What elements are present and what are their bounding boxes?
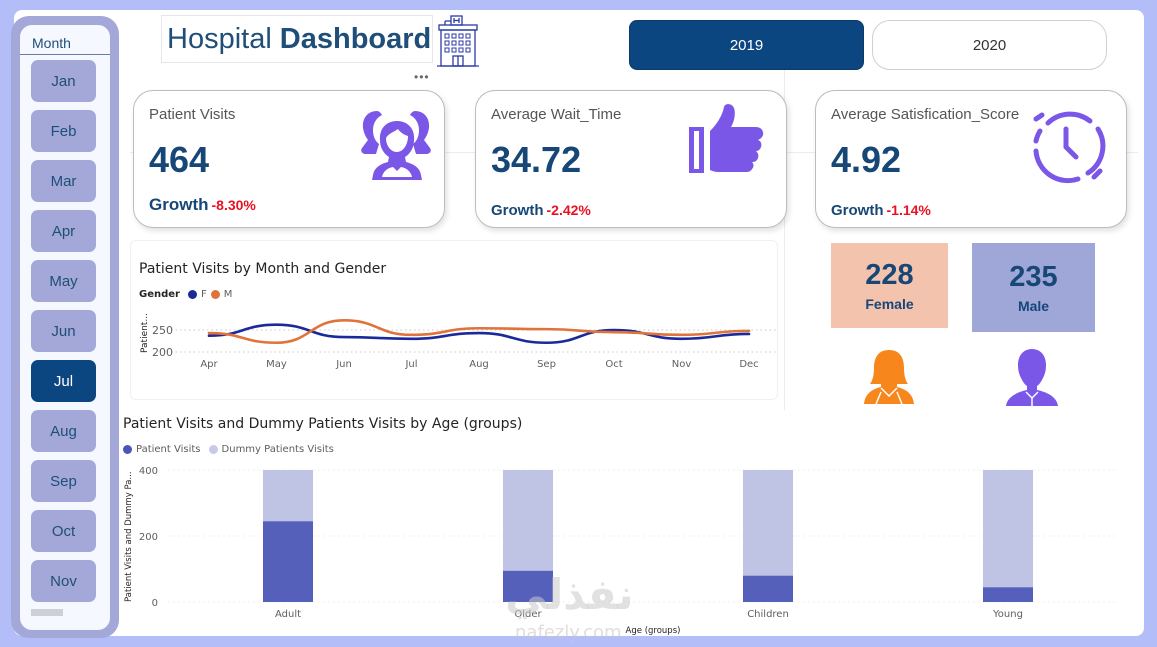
male-label: Male: [1017, 298, 1050, 314]
growth-value: -2.42%: [546, 202, 591, 218]
legend-dot-dummy-visits: [208, 445, 218, 454]
title-light: Hospital: [167, 22, 272, 55]
legend-label-dummy-visits[interactable]: Dummy Patients Visits: [221, 444, 334, 455]
month-slicer-list: Jan Feb Mar Apr May Jun Jul Aug Sep Oct Nov: [20, 55, 110, 602]
kpi-growth: Growth -8.30%: [149, 195, 256, 215]
year-2020-button[interactable]: 2020: [872, 20, 1107, 70]
x-tick-label: Older: [514, 609, 542, 620]
y-axis-title: Patient...: [140, 313, 150, 353]
growth-label: Growth: [149, 195, 209, 214]
bar-adult-dummy-visits: [263, 470, 313, 522]
chart-title: Patient Visits by Month and Gender: [139, 261, 387, 277]
legend-label-patient-visits[interactable]: Patient Visits: [136, 444, 201, 455]
month-option-feb[interactable]: Feb: [31, 110, 96, 152]
x-tick-label: Aug: [469, 359, 489, 370]
people-group-icon: [361, 111, 431, 180]
legend-label-m[interactable]: M: [223, 289, 233, 300]
clock-icon: [1033, 111, 1106, 184]
more-options-button[interactable]: •••: [414, 70, 430, 84]
kpi-label: Patient Visits: [149, 106, 236, 123]
x-tick-label: Young: [992, 609, 1023, 620]
x-tick-label: Jun: [335, 359, 352, 370]
bar-chart-plot: Patient Visits and Dummy Pa... 0 200 400 Adu…: [124, 466, 1118, 636]
y-tick-label: 200: [152, 346, 173, 359]
bar-children-patient-visits: [743, 575, 793, 602]
y-axis-title: Patient Visits and Dummy Pa...: [124, 471, 134, 602]
x-tick-label: Children: [747, 609, 789, 620]
x-axis-title: Age (groups): [626, 626, 681, 636]
month-option-mar[interactable]: Mar: [31, 160, 96, 202]
growth-value: -8.30%: [211, 197, 256, 213]
thumbs-up-icon: [689, 104, 764, 173]
chart-legend: Gender F M: [139, 289, 232, 300]
kpi-value: 4.92: [831, 139, 902, 180]
kpi-growth: Growth -1.14%: [831, 202, 931, 219]
female-label: Female: [865, 296, 914, 312]
chart-title: Patient Visits and Dummy Patients Visits…: [123, 416, 523, 432]
x-tick-label: May: [266, 359, 287, 370]
male-person-icon: [1006, 349, 1058, 406]
male-count: 235: [1009, 261, 1058, 293]
x-tick-label: Adult: [275, 609, 301, 620]
kpi-label: Average Wait_Time: [491, 106, 622, 123]
legend-dot-f: [187, 290, 197, 299]
bar-older-dummy-visits: [503, 470, 553, 571]
x-tick-label: Oct: [605, 359, 622, 370]
female-count-tile: 228 Female: [831, 243, 948, 328]
month-option-nov[interactable]: Nov: [31, 560, 96, 602]
kpi-value: 464: [149, 139, 210, 180]
year-2019-button[interactable]: 2019: [629, 20, 864, 70]
bar-young-patient-visits: [983, 587, 1033, 602]
y-tick-label: 400: [139, 466, 158, 477]
month-slicer: Month Jan Feb Mar Apr May Jun Jul Aug Sep Oct Nov: [20, 25, 110, 630]
divider: [784, 70, 785, 410]
bar-young-dummy-visits: [983, 470, 1033, 588]
legend-label-f[interactable]: F: [200, 289, 207, 300]
month-slicer-header: Month: [20, 25, 110, 55]
month-option-jan[interactable]: Jan: [31, 60, 96, 102]
growth-label: Growth: [491, 202, 544, 219]
y-tick-label: 200: [139, 532, 158, 543]
y-tick-label: 250: [152, 324, 173, 337]
female-person-icon: [864, 350, 914, 404]
x-tick-label: Jul: [404, 359, 417, 370]
kpi-card-patient-visits: Patient Visits 464 Growth -8.30%: [133, 90, 445, 228]
slicer-scrollbar[interactable]: [31, 609, 63, 616]
kpi-label: Average Satisfication_Score: [831, 106, 1020, 123]
line-chart-plot: Patient... 200 250 Apr May Jun Jul Aug Sep Oct Nov…: [140, 313, 777, 370]
month-option-may[interactable]: May: [31, 260, 96, 302]
page-title: Hospital Dashboard: [161, 15, 433, 63]
kpi-growth: Growth -2.42%: [491, 202, 591, 219]
line-chart-visits-by-month-gender: Patient Visits by Month and Gender Gende…: [130, 240, 778, 400]
kpi-value: 34.72: [491, 139, 582, 180]
month-option-sep[interactable]: Sep: [31, 460, 96, 502]
month-option-jul[interactable]: Jul: [31, 360, 96, 402]
growth-value: -1.14%: [886, 202, 931, 218]
x-tick-label: Dec: [739, 359, 758, 370]
chart-legend: Patient Visits Dummy Patients Visits: [123, 444, 334, 455]
hospital-building-icon: [437, 15, 479, 67]
legend-dot-patient-visits: [123, 445, 132, 454]
y-tick-label: 0: [152, 598, 158, 609]
bar-children-dummy-visits: [743, 470, 793, 576]
x-tick-label: Apr: [200, 359, 218, 370]
month-option-aug[interactable]: Aug: [31, 410, 96, 452]
male-count-tile: 235 Male: [972, 243, 1095, 332]
bar-adult-patient-visits: [263, 521, 313, 602]
kpi-card-average-satisfaction-score: Average Satisfication_Score 4.92 Growth -…: [815, 90, 1127, 228]
x-tick-label: Nov: [672, 359, 692, 370]
month-option-apr[interactable]: Apr: [31, 210, 96, 252]
female-count: 228: [865, 259, 914, 291]
growth-label: Growth: [831, 202, 884, 219]
month-option-jun[interactable]: Jun: [31, 310, 96, 352]
bar-older-patient-visits: [503, 570, 553, 602]
series-line-m: [207, 319, 751, 345]
x-tick-label: Sep: [537, 359, 556, 370]
title-bold: Dashboard: [279, 22, 432, 55]
bar-chart-visits-by-age-group: Patient Visits and Dummy Patients Visits…: [118, 410, 1138, 636]
legend-dot-m: [210, 290, 220, 299]
month-option-oct[interactable]: Oct: [31, 510, 96, 552]
legend-title: Gender: [139, 289, 180, 300]
kpi-card-average-wait-time: Average Wait_Time 34.72 Growth -2.42%: [475, 90, 787, 228]
